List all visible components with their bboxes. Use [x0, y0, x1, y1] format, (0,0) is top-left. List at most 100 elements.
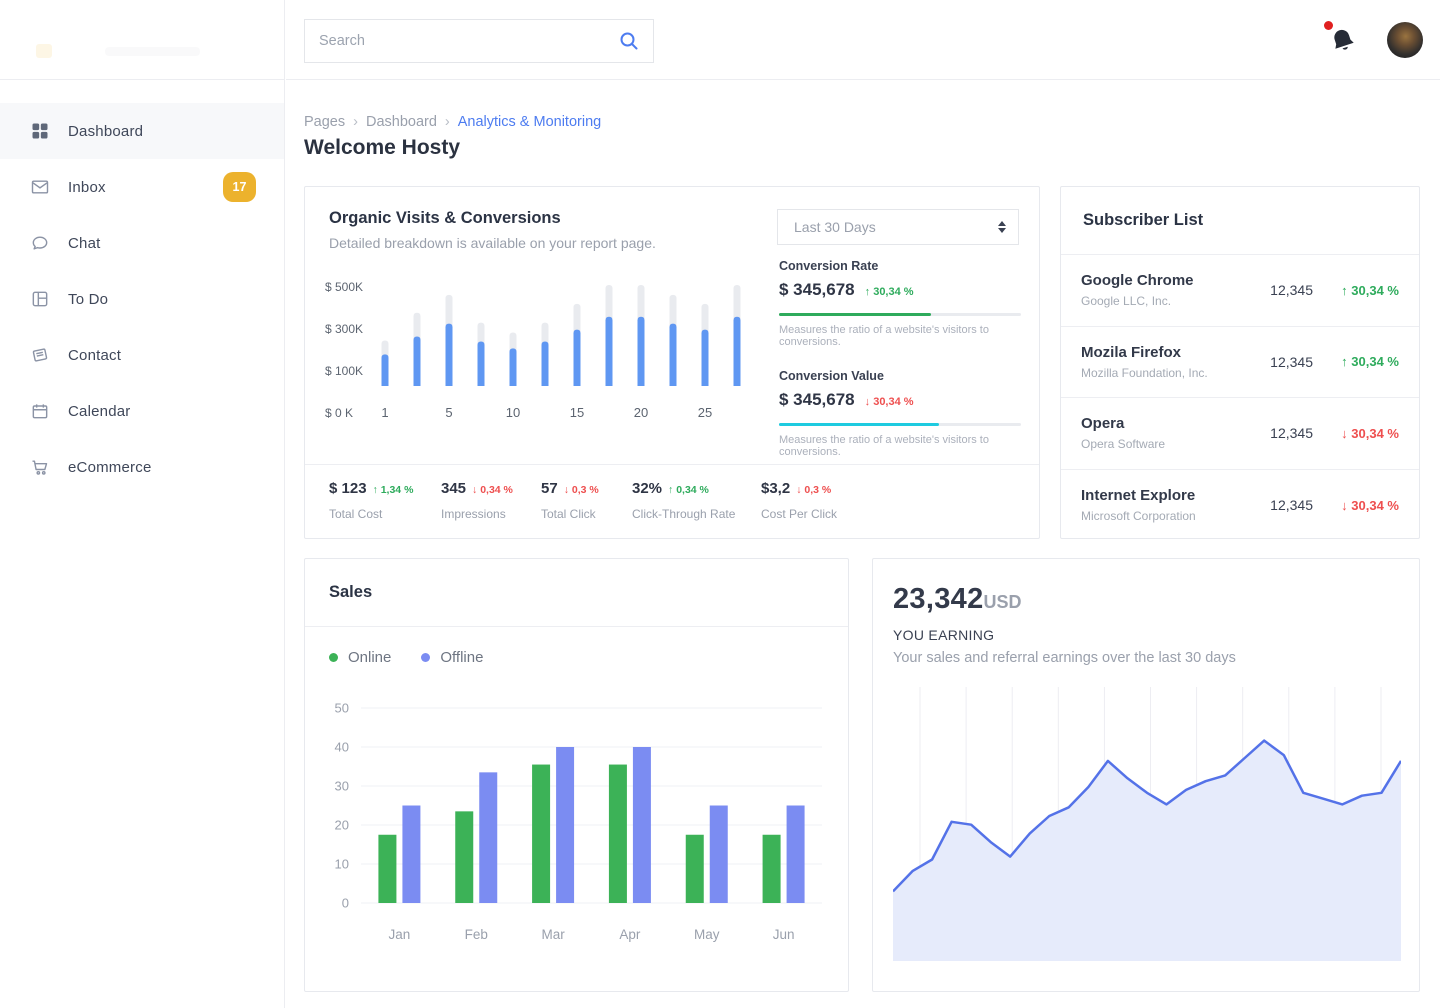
- sidebar-item-label: Dashboard: [68, 122, 144, 140]
- sidebar-nav: Dashboard Inbox 17 Chat To Do Cont: [0, 103, 284, 495]
- date-range-select[interactable]: Last 30 Days: [777, 209, 1019, 245]
- notifications-button[interactable]: [1324, 21, 1364, 58]
- subscriber-row-opera[interactable]: Opera Opera Software 12,345 ↓ 30,34 %: [1061, 398, 1419, 470]
- main-content: Pages › Dashboard › Analytics & Monitori…: [286, 80, 1440, 1008]
- svg-text:$ 300K: $ 300K: [325, 322, 363, 336]
- earnings-card: 23,342 USD YOU EARNING Your sales and re…: [872, 558, 1420, 992]
- sidebar: Dashboard Inbox 17 Chat To Do Cont: [0, 0, 285, 1008]
- select-arrows-icon: [998, 221, 1006, 233]
- svg-text:Apr: Apr: [619, 927, 641, 942]
- todo-icon: [30, 289, 50, 309]
- legend-offline[interactable]: Offline: [421, 649, 483, 666]
- sidebar-item-calendar[interactable]: Calendar: [0, 383, 284, 439]
- stat-total-cost: $ 123 ↑ 1,34 % Total Cost: [329, 480, 414, 521]
- page-title: Welcome Hosty: [304, 136, 460, 159]
- earnings-description: Your sales and referral earnings over th…: [893, 650, 1236, 666]
- sidebar-item-label: Calendar: [68, 402, 131, 420]
- svg-text:1: 1: [381, 405, 388, 420]
- svg-text:0: 0: [342, 896, 349, 911]
- subscriber-row-chrome[interactable]: Google Chrome Google LLC, Inc. 12,345 ↑ 3…: [1061, 255, 1419, 327]
- sidebar-item-label: Chat: [68, 234, 101, 252]
- subscriber-row-firefox[interactable]: Mozila Firefox Mozilla Foundation, Inc. 1…: [1061, 327, 1419, 398]
- search-input[interactable]: [305, 20, 617, 62]
- online-dot-icon: [329, 653, 338, 662]
- grid-icon: [30, 121, 50, 141]
- subscriber-row-ie[interactable]: Internet Explore Microsoft Corporation 12…: [1081, 487, 1399, 524]
- logo-wordmark: [105, 47, 200, 56]
- conversion-rate-label: Conversion Rate: [779, 259, 879, 273]
- date-range-value: Last 30 Days: [794, 219, 876, 235]
- calendar-icon: [30, 401, 50, 421]
- address-book-icon: [30, 345, 50, 365]
- svg-text:$ 100K: $ 100K: [325, 364, 363, 378]
- svg-text:10: 10: [506, 405, 520, 420]
- card-subtitle: Detailed breakdown is available on your …: [329, 235, 656, 251]
- breadcrumb-separator: ›: [353, 114, 358, 130]
- svg-text:$ 500K: $ 500K: [325, 280, 363, 294]
- search-icon[interactable]: [617, 29, 641, 53]
- svg-text:30: 30: [335, 779, 349, 794]
- svg-text:25: 25: [698, 405, 712, 420]
- stat-ctr: 32% ↑ 0,34 % Click-Through Rate: [632, 480, 736, 521]
- chat-icon: [30, 233, 50, 253]
- svg-text:20: 20: [634, 405, 648, 420]
- organic-visits-card: Organic Visits & Conversions Detailed br…: [304, 186, 1040, 539]
- conversion-value-caption: Measures the ratio of a website's visito…: [779, 434, 989, 458]
- conversion-value-value: $ 345,678: [779, 390, 855, 409]
- svg-text:$ 0 K: $ 0 K: [325, 406, 353, 420]
- breadcrumb-current[interactable]: Analytics & Monitoring: [457, 114, 602, 130]
- svg-text:50: 50: [335, 701, 349, 716]
- organic-bar-chart: $ 500K$ 300K$ 100K$ 0 K 1 5 10 15 20 25: [325, 280, 741, 420]
- notification-dot: [1324, 21, 1333, 30]
- inbox-badge: 17: [223, 172, 256, 202]
- topbar: [286, 0, 1440, 80]
- card-title: Sales: [329, 583, 373, 601]
- earnings-label: YOU EARNING: [893, 627, 995, 643]
- breadcrumb-separator: ›: [444, 114, 450, 130]
- sidebar-item-label: eCommerce: [68, 458, 152, 476]
- search-box: [304, 19, 654, 63]
- card-title: Subscriber List: [1083, 211, 1204, 229]
- svg-text:Feb: Feb: [465, 927, 488, 942]
- earnings-area-chart: [893, 687, 1401, 961]
- legend-online[interactable]: Online: [329, 649, 391, 666]
- conversion-rate-trend: ↑ 30,34 %: [864, 286, 914, 298]
- conversions-column: Conversion Rate $ 345,678 ↑ 30,34 % Meas…: [779, 259, 1021, 458]
- conversion-rate-caption: Measures the ratio of a website's visito…: [779, 324, 989, 348]
- sidebar-item-dashboard[interactable]: Dashboard: [0, 103, 284, 159]
- svg-text:Jun: Jun: [773, 927, 795, 942]
- offline-dot-icon: [421, 653, 431, 662]
- sidebar-item-ecommerce[interactable]: eCommerce: [0, 439, 284, 495]
- breadcrumb-pages[interactable]: Pages: [304, 114, 346, 130]
- sidebar-item-todo[interactable]: To Do: [0, 271, 284, 327]
- earnings-currency: USD: [983, 592, 1022, 612]
- svg-text:May: May: [694, 927, 720, 942]
- sidebar-item-label: To Do: [68, 290, 109, 308]
- stat-impressions: 345 ↓ 0,34 % Impressions: [441, 480, 513, 521]
- sales-bar-chart: 0 10 20 30 40 50 Jan Feb Mar Apr May Jun: [335, 701, 822, 942]
- sales-legend: Online Offline: [329, 649, 483, 666]
- sidebar-item-chat[interactable]: Chat: [0, 215, 284, 271]
- user-avatar[interactable]: [1387, 22, 1423, 58]
- sidebar-item-contact[interactable]: Contact: [0, 327, 284, 383]
- stat-total-click: 57 ↓ 0,3 % Total Click: [541, 480, 599, 521]
- breadcrumb: Pages › Dashboard › Analytics & Monitori…: [304, 114, 601, 130]
- kpi-stats-row: $ 123 ↑ 1,34 % Total Cost 345 ↓ 0,34 % Imp…: [329, 480, 1015, 521]
- sidebar-item-inbox[interactable]: Inbox 17: [0, 159, 284, 215]
- svg-text:40: 40: [335, 740, 349, 755]
- svg-text:20: 20: [335, 818, 349, 833]
- logo: [0, 0, 284, 80]
- divider: [305, 464, 1039, 465]
- conversion-value-progress: [779, 423, 1021, 426]
- bell-icon: [1334, 29, 1354, 50]
- breadcrumb-dashboard[interactable]: Dashboard: [365, 114, 437, 130]
- earnings-amount: 23,342: [893, 583, 984, 615]
- sales-card: Sales Online Offline 0 10 20 30 40 50 Jan Feb Ma…: [304, 558, 849, 992]
- mail-icon: [30, 177, 50, 197]
- sidebar-item-label: Contact: [68, 346, 122, 364]
- svg-text:10: 10: [335, 857, 349, 872]
- svg-text:5: 5: [445, 405, 452, 420]
- svg-text:15: 15: [570, 405, 584, 420]
- conversion-rate-block: Conversion Rate $ 345,678 ↑ 30,34 % Meas…: [779, 259, 1021, 348]
- cart-icon: [30, 457, 50, 477]
